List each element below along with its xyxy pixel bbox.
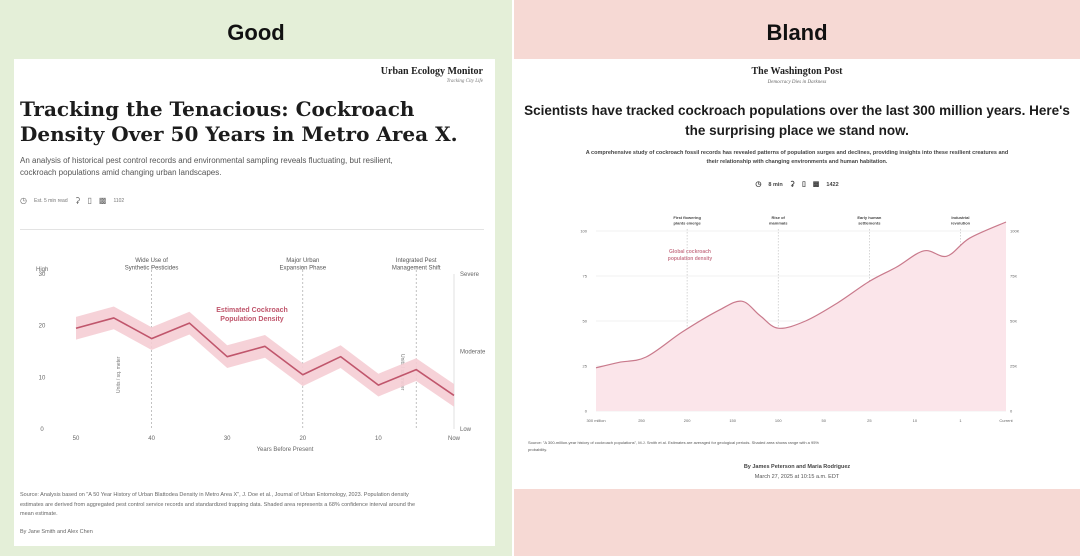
bland-publication-tagline: Democracy Dies in Darkness bbox=[767, 80, 827, 85]
annotation-label: First flowering bbox=[673, 215, 701, 220]
y-tick-label-right: 100K bbox=[1010, 229, 1020, 234]
right-scale-label: Severe bbox=[460, 272, 480, 278]
x-tick-label: 30 bbox=[224, 436, 231, 442]
bland-panel-heading: Bland bbox=[766, 20, 828, 45]
series-line bbox=[595, 221, 1007, 369]
y-tick-label-right: 0 bbox=[1010, 409, 1013, 414]
annotation-label: mammals bbox=[769, 221, 788, 226]
annotation-label: plants emerge bbox=[674, 221, 702, 226]
x-tick-label: 50 bbox=[822, 418, 827, 423]
y-top-label: High bbox=[36, 267, 48, 273]
x-tick-label: 25 bbox=[867, 418, 872, 423]
annotation-label: revolution bbox=[951, 221, 971, 226]
y-tick-label-right: 25K bbox=[1010, 364, 1017, 369]
annotation-label: Early human bbox=[857, 215, 882, 220]
x-tick-label: 250 bbox=[638, 418, 645, 423]
bland-article-card: The Washington Post Democracy Dies in Da… bbox=[514, 59, 1080, 489]
bland-chart-svg: 0 0 25 25K 50 50K 75 75K 100 100K 300 million 250 20… bbox=[580, 215, 1020, 423]
y-tick-label-left: 50 bbox=[583, 319, 588, 324]
y-tick-label-left: 25 bbox=[583, 364, 588, 369]
x-tick-label: 150 bbox=[729, 418, 736, 423]
good-article-title: Tracking the Tenacious: Cockroach Densit… bbox=[20, 97, 458, 146]
x-tick-label: 50 bbox=[73, 436, 80, 442]
annotation-label: Wide Use of bbox=[135, 258, 168, 264]
bland-comment-count[interactable]: 1422 bbox=[826, 181, 839, 188]
share-icon[interactable]: ⚳ bbox=[789, 181, 795, 188]
good-comment-count[interactable]: 1102 bbox=[113, 198, 125, 204]
annotation-label: Expansion Phase bbox=[279, 266, 326, 272]
x-tick-label: 20 bbox=[299, 436, 306, 442]
x-axis-label: Years Before Present bbox=[257, 447, 314, 453]
x-tick-label: 100 bbox=[775, 418, 782, 423]
good-publication-tagline: Tracking City Life bbox=[446, 79, 483, 84]
y-tick-label-left: 0 bbox=[585, 409, 588, 414]
annotation-label: Rise of bbox=[772, 215, 786, 220]
x-tick-label: 10 bbox=[913, 418, 918, 423]
share-icon[interactable]: ⚳ bbox=[74, 196, 81, 205]
good-panel-heading: Good bbox=[227, 20, 285, 45]
series-label: population density bbox=[668, 256, 713, 262]
panel-divider bbox=[512, 0, 514, 556]
x-tick-label: 10 bbox=[375, 436, 382, 442]
annotation-label: Major Urban bbox=[286, 258, 319, 264]
bland-publication-name[interactable]: The Washington Post bbox=[751, 66, 843, 77]
clock-icon: ◷ bbox=[20, 196, 27, 205]
bland-source-note: Source: "A 300-million-year history of c… bbox=[528, 440, 819, 452]
bland-read-time: 8 min bbox=[768, 181, 783, 188]
comment-icon[interactable]: ▩ bbox=[812, 181, 820, 188]
good-source-note: Source: Analysis based on "A 50 Year His… bbox=[20, 492, 416, 517]
x-tick-label: Current bbox=[999, 418, 1013, 423]
annotation-label: Industrial bbox=[951, 215, 969, 220]
bland-article-subtitle: A comprehensive study of cockroach fossi… bbox=[585, 150, 1009, 165]
y-tick-label: 10 bbox=[39, 375, 46, 381]
comment-icon[interactable]: ▩ bbox=[98, 196, 107, 205]
annotation-label: Integrated Pest bbox=[396, 258, 437, 264]
y-tick-label-left: 75 bbox=[583, 274, 588, 279]
x-tick-label: Now bbox=[448, 436, 461, 442]
bland-article-meta: ◷ 8 min ⚳ ▯ ▩ 1422 bbox=[514, 181, 1080, 188]
series-label: Estimated Cockroach bbox=[216, 307, 288, 314]
bland-article-title: Scientists have tracked cockroach popula… bbox=[524, 103, 1070, 138]
annotation-label: settlements bbox=[858, 221, 881, 226]
series-label: Global cockroach bbox=[669, 249, 711, 255]
x-tick-label: 300 million bbox=[586, 418, 605, 423]
x-tick-label: 1 bbox=[959, 418, 962, 423]
good-article-meta: ◷ Est. 5 min read ⚳ ▯ ▩ 1102 bbox=[20, 195, 124, 207]
y-tick-label-right: 75K bbox=[1010, 274, 1017, 279]
bookmark-icon[interactable]: ▯ bbox=[801, 181, 806, 188]
good-read-time: Est. 5 min read bbox=[33, 198, 68, 204]
x-tick-label: 40 bbox=[148, 436, 155, 442]
y-tick-label-right: 50K bbox=[1010, 319, 1017, 324]
y-tick-label: 20 bbox=[39, 324, 46, 330]
good-publication-name[interactable]: Urban Ecology Monitor bbox=[380, 66, 483, 77]
bland-dateline: March 27, 2025 at 10:15 a.m. EDT bbox=[754, 474, 840, 480]
y-tick-label: 0 bbox=[40, 427, 44, 433]
good-byline: By Jane Smith and Alex Chen bbox=[20, 529, 93, 535]
y-axis-label: Units / sq. meter bbox=[116, 356, 122, 393]
good-article-subtitle: An analysis of historical pest control r… bbox=[20, 156, 393, 177]
bland-byline: By James Peterson and Maria Rodriguez bbox=[743, 464, 851, 470]
good-divider-rule bbox=[20, 229, 484, 230]
x-tick-label: 200 bbox=[684, 418, 691, 423]
annotation-label: Synthetic Pesticides bbox=[125, 266, 179, 272]
bland-chart: 0 0 25 25K 50 50K 75 75K 100 100K 300 million 250 20… bbox=[514, 209, 1080, 434]
y-tick-label-left: 100 bbox=[580, 229, 587, 234]
area-fill bbox=[596, 222, 1006, 411]
good-article-card: Urban Ecology Monitor Tracking City Life… bbox=[14, 59, 495, 546]
series-label: Population Density bbox=[220, 316, 284, 323]
right-scale-label: Low bbox=[460, 427, 472, 433]
clock-icon: ◷ bbox=[755, 181, 762, 188]
right-scale-label: Moderate bbox=[460, 350, 486, 356]
bookmark-icon[interactable]: ▯ bbox=[87, 196, 92, 205]
annotation-label: Management Shift bbox=[392, 266, 441, 272]
y-tick-label: 30 bbox=[39, 272, 46, 278]
good-chart: 0 10 20 30 High Units / sq. meter Severe Modera… bbox=[14, 249, 495, 464]
